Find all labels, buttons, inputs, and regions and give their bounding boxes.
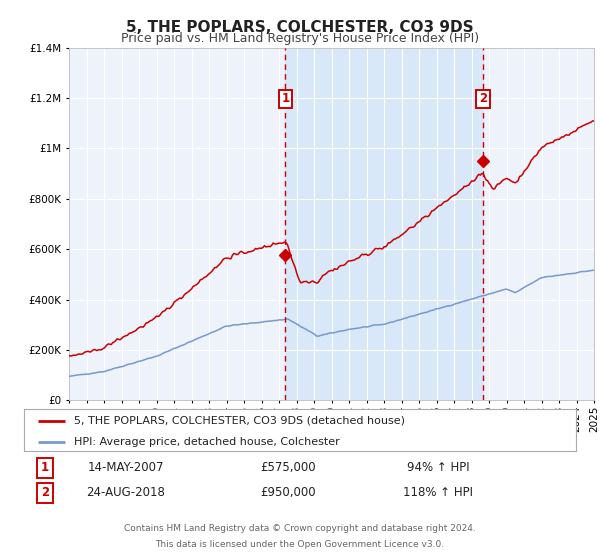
Text: 5, THE POPLARS, COLCHESTER, CO3 9DS: 5, THE POPLARS, COLCHESTER, CO3 9DS [126,20,474,35]
Text: 2: 2 [41,486,49,500]
Text: 24-AUG-2018: 24-AUG-2018 [86,486,166,500]
Text: £950,000: £950,000 [260,486,316,500]
Bar [286,48,483,400]
Text: Contains HM Land Registry data © Crown copyright and database right 2024.: Contains HM Land Registry data © Crown c… [124,524,476,533]
Text: £575,000: £575,000 [260,461,316,474]
Text: 1: 1 [41,461,49,474]
Text: 2: 2 [479,92,487,105]
Text: HPI: Average price, detached house, Colchester: HPI: Average price, detached house, Colc… [74,437,340,446]
Text: 94% ↑ HPI: 94% ↑ HPI [407,461,469,474]
Text: 5, THE POPLARS, COLCHESTER, CO3 9DS (detached house): 5, THE POPLARS, COLCHESTER, CO3 9DS (det… [74,416,404,426]
Text: 14-MAY-2007: 14-MAY-2007 [88,461,164,474]
Text: This data is licensed under the Open Government Licence v3.0.: This data is licensed under the Open Gov… [155,540,445,549]
Text: 118% ↑ HPI: 118% ↑ HPI [403,486,473,500]
Text: Price paid vs. HM Land Registry's House Price Index (HPI): Price paid vs. HM Land Registry's House … [121,32,479,45]
Text: 1: 1 [281,92,290,105]
